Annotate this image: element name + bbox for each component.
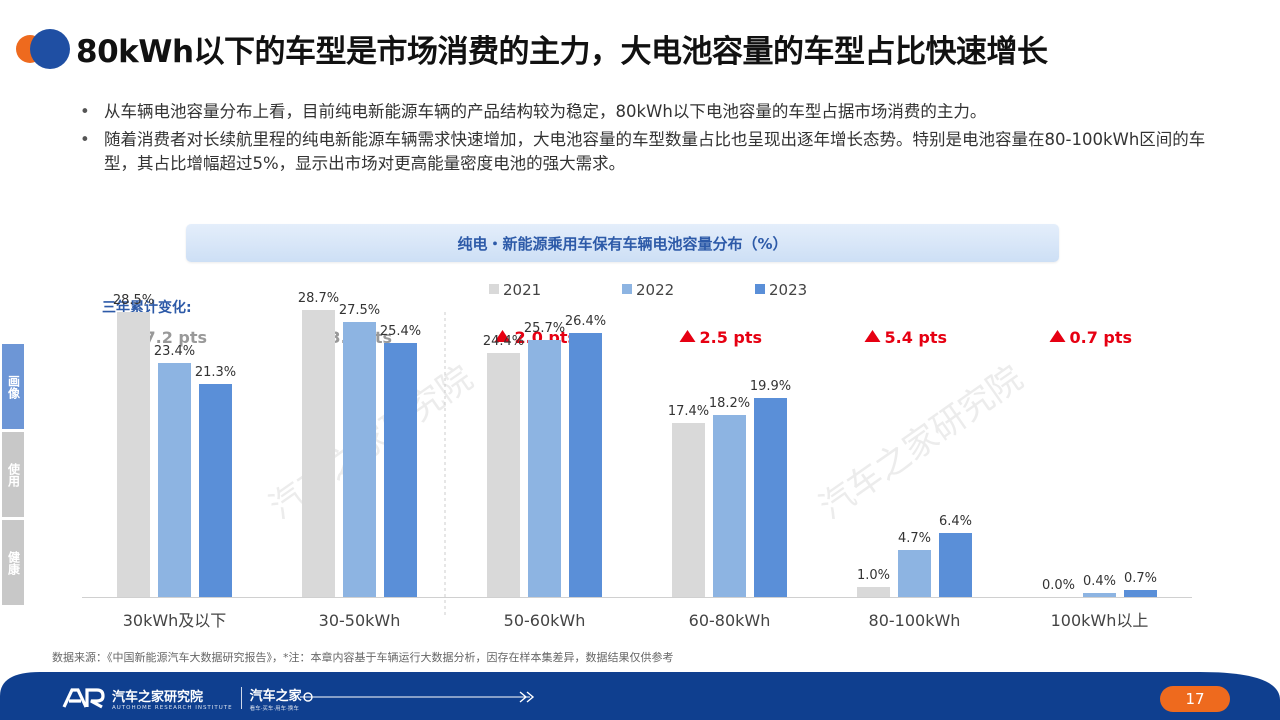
data-label: 28.7% (298, 291, 339, 306)
side-tabs: 画像 使用 健康 (2, 344, 24, 608)
footer-separator (240, 687, 242, 709)
progress-start-icon (303, 692, 313, 702)
triangle-up-icon (864, 330, 881, 342)
header-logo-circles (16, 29, 70, 69)
bar-2023 (939, 533, 972, 597)
watermark-text: 汽车之家研究院 (812, 358, 1030, 527)
bar-2021 (117, 312, 150, 597)
legend-swatch (489, 284, 499, 294)
data-label: 24.4% (483, 334, 524, 349)
category-label: 60-80kWh (689, 611, 771, 630)
data-label: 17.4% (668, 404, 709, 419)
data-label: 0.4% (1083, 574, 1116, 589)
side-tab-health[interactable]: 健康 (2, 520, 24, 605)
bullet-dot: • (80, 102, 90, 121)
legend-swatch (755, 284, 765, 294)
bullet-dot: • (80, 130, 90, 149)
side-tab-label: 画像 (6, 374, 21, 399)
bar-2022 (898, 550, 931, 597)
bullet-text: 从车辆电池容量分布上看，目前纯电新能源车辆的产品结构较为稳定，80kWh以下电池… (104, 102, 987, 121)
legend-label: 2022 (636, 281, 674, 299)
source-note: 数据来源：《中国新能源汽车大数据研究报告》，*注：本章内容基于车辆运行大数据分析… (52, 651, 674, 664)
data-label: 26.4% (565, 314, 606, 329)
data-label: 0.7% (1124, 571, 1157, 586)
category-label: 100kWh以上 (1051, 611, 1149, 630)
category-label: 30kWh及以下 (123, 611, 227, 630)
data-label: 6.4% (939, 514, 972, 529)
data-label: 4.7% (898, 531, 931, 546)
legend-label: 2021 (503, 281, 541, 299)
bar-2021 (302, 310, 335, 597)
data-label: 18.2% (709, 396, 750, 411)
data-label: 19.9% (750, 379, 791, 394)
side-tab-portrait[interactable]: 画像 (2, 344, 24, 429)
category-label: 80-100kWh (869, 611, 961, 630)
data-label: 21.3% (195, 365, 236, 380)
side-tab-label: 健康 (6, 550, 21, 575)
bar-2022 (343, 322, 376, 597)
data-label: 28.5% (113, 293, 154, 308)
page-title: 80kWh以下的车型是市场消费的主力，大电池容量的车型占比快速增长 (76, 34, 1048, 70)
footer-brand2-sub: 看车·买车·用车·换车 (249, 705, 299, 712)
triangle-up-icon (1049, 330, 1066, 342)
data-label: 27.5% (339, 303, 380, 318)
bar-2021 (487, 353, 520, 597)
category-label: 50-60kWh (504, 611, 586, 630)
footer-brand2-name: 汽车之家 (249, 688, 302, 704)
chart-title: 纯电・新能源乘用车保有车辆电池容量分布（%） (457, 234, 788, 253)
bar-2022 (1083, 593, 1116, 597)
bar-2023 (754, 398, 787, 597)
double-chevron-right-icon (519, 691, 535, 703)
triangle-up-icon (494, 330, 511, 342)
data-label: 1.0% (857, 568, 890, 583)
change-value: 7.2 pts (145, 328, 208, 347)
bullet-text: 随着消费者对长续航里程的纯电新能源车辆需求快速增加，大电池容量的车型数量占比也呈… (104, 130, 1206, 173)
category-label: 30-50kWh (319, 611, 401, 630)
bar-2023 (199, 384, 232, 597)
bullet-item: • 随着消费者对长续航里程的纯电新能源车辆需求快速增加，大电池容量的车型数量占比… (78, 128, 1208, 176)
bar-2021 (672, 423, 705, 597)
legend-swatch (622, 284, 632, 294)
chart-title-bar: 纯电・新能源乘用车保有车辆电池容量分布（%） (186, 224, 1059, 262)
bar-2022 (158, 363, 191, 597)
data-label: 25.7% (524, 321, 565, 336)
data-label: 0.0% (1042, 578, 1075, 593)
footer-brand: 汽车之家研究院 AUTOHOME RESEARCH INSTITUTE 汽车之家… (62, 684, 302, 712)
blue-circle-icon (30, 29, 70, 69)
change-value: 5.4 pts (885, 328, 948, 347)
cumulative-change-label: 三年累计变化: (102, 299, 192, 316)
change-value: 2.5 pts (700, 328, 763, 347)
bullet-item: • 从车辆电池容量分布上看，目前纯电新能源车辆的产品结构较为稳定，80kWh以下… (78, 100, 1208, 124)
change-value: 0.7 pts (1070, 328, 1133, 347)
bar-2023 (569, 333, 602, 597)
footer-brand-name: 汽车之家研究院 (112, 689, 204, 705)
triangle-up-icon (679, 330, 696, 342)
bar-2022 (713, 415, 746, 597)
side-tab-label: 使用 (6, 462, 21, 487)
side-tab-usage[interactable]: 使用 (2, 432, 24, 517)
footer-brand-sub: AUTOHOME RESEARCH INSTITUTE (112, 704, 233, 711)
data-label: 25.4% (380, 324, 421, 339)
bar-2023 (1124, 590, 1157, 597)
bar-2022 (528, 340, 561, 597)
autohome-logo-icon (62, 688, 105, 709)
page-number: 17 (1160, 686, 1230, 712)
bar-2021 (857, 587, 890, 597)
footer-band (0, 672, 1280, 720)
bar-2023 (384, 343, 417, 597)
data-label: 23.4% (154, 344, 195, 359)
legend-label: 2023 (769, 281, 807, 299)
bullet-list: • 从车辆电池容量分布上看，目前纯电新能源车辆的产品结构较为稳定，80kWh以下… (78, 100, 1208, 180)
